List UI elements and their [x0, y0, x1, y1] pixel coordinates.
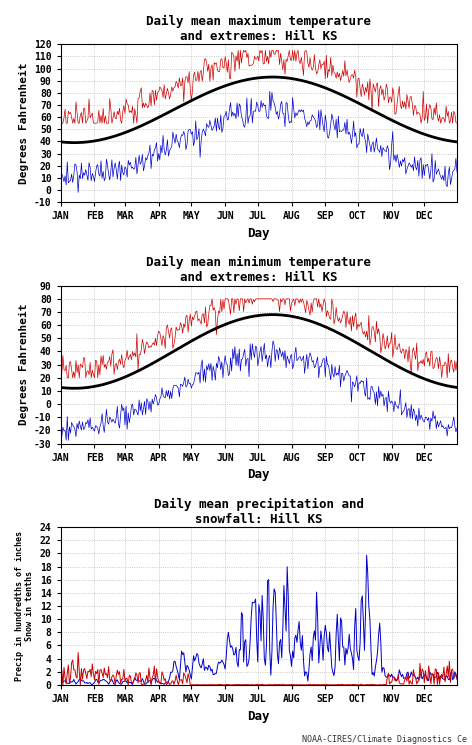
Y-axis label: Precip in hundredths of inches
Snow in tenths: Precip in hundredths of inches Snow in t…	[15, 531, 34, 681]
X-axis label: Day: Day	[248, 468, 270, 481]
Title: Daily mean maximum temperature
and extremes: Hill KS: Daily mean maximum temperature and extre…	[146, 15, 371, 43]
Title: Daily mean precipitation and
snowfall: Hill KS: Daily mean precipitation and snowfall: H…	[154, 498, 364, 526]
Title: Daily mean minimum temperature
and extremes: Hill KS: Daily mean minimum temperature and extre…	[146, 256, 371, 285]
X-axis label: Day: Day	[248, 709, 270, 723]
Y-axis label: Degrees Fahrenheit: Degrees Fahrenheit	[18, 63, 28, 184]
Y-axis label: Degrees Fahrenheit: Degrees Fahrenheit	[18, 304, 28, 425]
Text: NOAA-CIRES/Climate Diagnostics Ce: NOAA-CIRES/Climate Diagnostics Ce	[302, 735, 467, 744]
X-axis label: Day: Day	[248, 226, 270, 240]
